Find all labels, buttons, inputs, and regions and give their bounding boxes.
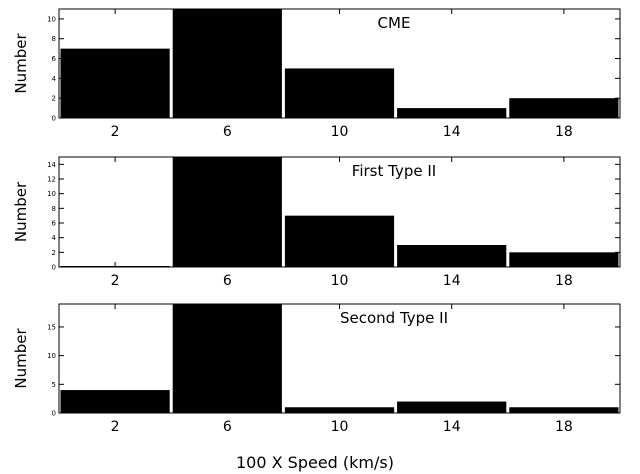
x-tick-label: 14: [443, 419, 461, 435]
x-tick-label: 2: [111, 419, 120, 435]
y-tick-label: 10: [47, 352, 56, 360]
histogram-bar: [172, 304, 282, 413]
y-tick-label: 2: [52, 95, 56, 103]
histogram-bar: [172, 9, 282, 118]
y-tick-label: 4: [52, 234, 57, 242]
panel-title: CME: [378, 14, 411, 32]
histogram-bar: [60, 390, 170, 413]
x-tick-label: 18: [555, 419, 573, 435]
y-tick-label: 0: [52, 410, 56, 418]
x-axis-label: 100 X Speed (km/s): [236, 453, 394, 472]
histogram-panel-2: 0 2 4 6 8 10 12 14 2 6 10 14 18 First Type II Number: [12, 156, 621, 289]
histogram-bar: [60, 48, 170, 118]
x-tick-label: 2: [111, 124, 120, 140]
y-tick-label: 8: [52, 35, 56, 43]
x-tick-label: 6: [223, 419, 232, 435]
x-tick-label: 2: [111, 273, 120, 289]
x-tick-label: 18: [555, 124, 573, 140]
x-tick-label: 10: [331, 124, 349, 140]
x-tick-label: 10: [331, 419, 349, 435]
panel-title: Second Type II: [340, 309, 448, 327]
y-tick-label: 12: [47, 176, 56, 184]
x-tick-label: 14: [443, 124, 461, 140]
x-tick-label: 6: [223, 273, 232, 289]
y-axis-label: Number: [12, 33, 30, 94]
y-tick-label: 4: [52, 75, 57, 83]
y-tick-label: 6: [52, 55, 57, 63]
y-tick-label: 14: [47, 161, 56, 169]
x-tick-label: 18: [555, 273, 573, 289]
y-tick-label: 5: [52, 381, 56, 389]
y-tick-label: 0: [52, 115, 56, 123]
x-tick-label: 6: [223, 124, 232, 140]
y-tick-label: 2: [52, 249, 56, 257]
x-tick-label: 14: [443, 273, 461, 289]
x-tick-label: 10: [331, 273, 349, 289]
y-tick-label: 15: [47, 323, 56, 331]
histogram-bar: [284, 68, 395, 118]
y-axis-label: Number: [12, 328, 30, 389]
y-axis-label: Number: [12, 181, 30, 242]
histogram-bar: [397, 401, 507, 413]
y-tick-label: 10: [47, 15, 56, 23]
y-tick-label: 8: [52, 205, 56, 213]
y-tick-label: 10: [47, 190, 56, 198]
y-tick-label: 6: [52, 220, 57, 228]
y-tick-label: 0: [52, 264, 56, 272]
panel-title: First Type II: [352, 162, 436, 180]
histogram-bar: [397, 245, 507, 267]
histogram-bar: [509, 98, 619, 118]
histogram-panel-3: 0 5 10 15 2 6 10 14 18 Second Type II Number: [12, 303, 621, 435]
histogram-bar: [172, 157, 282, 267]
histogram-panel-1: 0 2 4 6 8 10 2 6 10 14 18 CME Number: [12, 8, 621, 140]
histogram-bar: [509, 252, 619, 267]
histogram-bar: [284, 215, 395, 267]
